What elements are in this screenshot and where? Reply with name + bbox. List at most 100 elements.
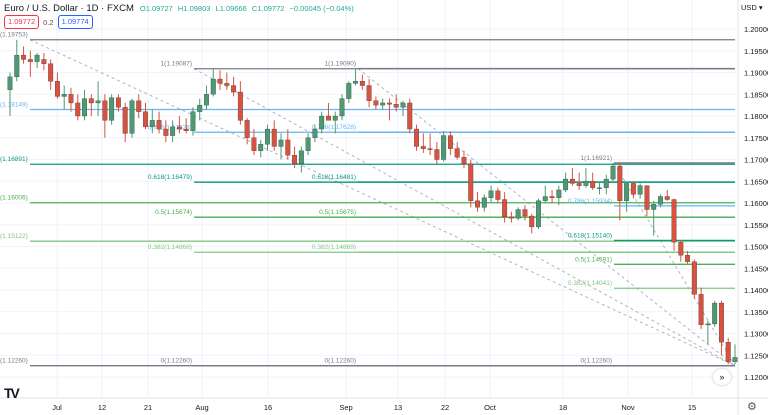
gear-icon[interactable]: ⚙ bbox=[747, 401, 757, 413]
fib-level-label: 0.786(1.17628) bbox=[312, 124, 356, 131]
candle bbox=[624, 181, 630, 212]
candle bbox=[149, 109, 155, 134]
tradingview-logo[interactable]: TV bbox=[4, 385, 20, 401]
candle bbox=[732, 344, 738, 364]
candle bbox=[610, 162, 616, 182]
time-tick-label: 12 bbox=[98, 403, 106, 412]
candle bbox=[569, 168, 575, 186]
ohlc-values: O1.09727 H1.09803 L1.09666 C1.09772 −0.0… bbox=[140, 4, 357, 13]
candle bbox=[691, 259, 697, 299]
candle bbox=[95, 81, 101, 116]
price-axis[interactable]: 1.20000 1.19500 1.19000 1.18500 1.18000 1.175… bbox=[744, 25, 768, 382]
candle bbox=[359, 74, 365, 90]
candle bbox=[143, 102, 148, 130]
candle bbox=[292, 146, 298, 169]
price-tick-label: 1.15000 bbox=[744, 243, 768, 252]
fib-level-label: 0.382(1.14869) bbox=[312, 244, 356, 251]
fib-level-label: (1.15122) bbox=[0, 233, 28, 240]
candle bbox=[508, 211, 514, 223]
candle bbox=[630, 181, 636, 199]
fib-level-label: 1(1.19090) bbox=[325, 61, 356, 68]
candle bbox=[576, 172, 582, 190]
candle bbox=[312, 124, 318, 143]
fib-level-label: 0.618(1.16479) bbox=[148, 174, 192, 181]
candle bbox=[332, 111, 338, 134]
buy-button[interactable]: 1.09774 bbox=[57, 15, 93, 29]
fib-level-label: (1.12260) bbox=[0, 358, 28, 365]
candle bbox=[210, 68, 216, 97]
candle bbox=[407, 98, 413, 134]
candle bbox=[434, 142, 440, 164]
time-tick-label: Nov bbox=[621, 403, 635, 412]
price-tick-label: 1.12500 bbox=[744, 351, 768, 360]
candle bbox=[14, 39, 20, 82]
candle bbox=[529, 213, 535, 234]
candle bbox=[515, 207, 521, 221]
fib-retracements[interactable]: (1.19753) (1.18149) (1.16891) (1.16006) (1.1… bbox=[0, 32, 735, 367]
candle bbox=[204, 85, 209, 110]
candle bbox=[617, 162, 623, 221]
candle bbox=[190, 107, 196, 136]
candle bbox=[441, 131, 447, 162]
candle bbox=[183, 118, 189, 134]
candle bbox=[678, 239, 684, 262]
candle bbox=[712, 300, 718, 327]
candle bbox=[109, 94, 115, 125]
time-tick-label: 21 bbox=[144, 403, 152, 412]
candle bbox=[556, 185, 562, 206]
candle bbox=[563, 172, 569, 193]
symbol-title[interactable]: Euro / U.S. Dollar · 1D · FXCM bbox=[4, 3, 134, 14]
candle bbox=[7, 72, 13, 116]
candle bbox=[698, 287, 704, 330]
price-tick-label: 1.19000 bbox=[744, 69, 768, 78]
chart-legend: Euro / U.S. Dollar · 1D · FXCM O1.09727 … bbox=[4, 3, 357, 14]
candle bbox=[502, 192, 508, 223]
time-axis[interactable]: Jul 12 21 Aug 16 Sep 13 22 Oct 18 Nov 15 bbox=[52, 403, 696, 412]
candle bbox=[339, 94, 345, 121]
candle bbox=[447, 131, 453, 156]
price-tick-label: 1.14500 bbox=[744, 264, 768, 273]
price-tick-label: 1.12000 bbox=[744, 373, 768, 382]
fib-level-label: 0(1.12260) bbox=[325, 358, 356, 365]
scroll-to-realtime-button[interactable]: » bbox=[713, 369, 731, 385]
candle bbox=[705, 320, 711, 345]
chart-grid bbox=[0, 0, 738, 398]
candle bbox=[21, 46, 27, 64]
fib-level-label: 0.786(1.15934) bbox=[568, 198, 612, 205]
candle bbox=[82, 89, 87, 121]
candle bbox=[488, 185, 494, 203]
candle bbox=[414, 124, 419, 151]
currency-selector[interactable]: USD ▾ bbox=[741, 3, 763, 12]
time-tick-label: Oct bbox=[484, 403, 497, 412]
candle bbox=[298, 146, 304, 173]
candle bbox=[115, 94, 121, 112]
spread-value: 0.2 bbox=[43, 17, 54, 27]
fib-level-label: 0(1.12260) bbox=[161, 358, 192, 365]
fib-level-label: 0.618(1.16481) bbox=[312, 174, 356, 181]
candle bbox=[136, 94, 142, 119]
price-tick-label: 1.16000 bbox=[744, 199, 768, 208]
candle bbox=[251, 129, 257, 156]
price-tick-label: 1.13000 bbox=[744, 330, 768, 339]
time-tick-label: 18 bbox=[559, 403, 567, 412]
candle bbox=[536, 198, 541, 230]
candle bbox=[224, 72, 230, 90]
price-tick-label: 1.18500 bbox=[744, 90, 768, 99]
candle bbox=[68, 87, 74, 112]
candle bbox=[346, 81, 352, 103]
candle bbox=[54, 72, 60, 99]
time-tick-label: Aug bbox=[195, 403, 208, 412]
time-tick-label: 22 bbox=[441, 403, 449, 412]
sell-button[interactable]: 1.09772 bbox=[4, 15, 40, 29]
candle bbox=[637, 183, 643, 199]
candle bbox=[658, 194, 663, 208]
low-value: L1.09666 bbox=[215, 4, 247, 13]
candle bbox=[549, 189, 555, 203]
candle bbox=[427, 133, 433, 156]
candle bbox=[590, 172, 596, 190]
candle bbox=[495, 187, 501, 203]
candle bbox=[271, 120, 277, 151]
candle bbox=[685, 250, 691, 264]
fib-level-label: (1.16006) bbox=[0, 195, 28, 202]
